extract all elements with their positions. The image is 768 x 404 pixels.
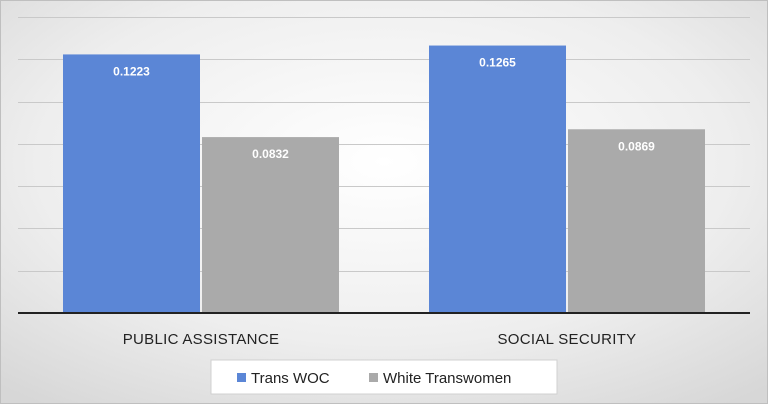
x-tick-label: SOCIAL SECURITY [498,331,637,348]
x-tick-labels: PUBLIC ASSISTANCE SOCIAL SECURITY [123,331,637,348]
legend-label: White Transwomen [383,370,511,387]
data-label: 0.0869 [618,139,655,153]
data-label: 0.0832 [252,147,289,161]
legend: Trans WOC White Transwomen [210,359,558,395]
legend-label: Trans WOC [251,370,330,387]
bar-white-transwomen-2 [568,129,705,313]
data-label: 0.1265 [479,56,516,70]
bars [63,45,705,314]
x-tick-label: PUBLIC ASSISTANCE [123,331,280,348]
bar-trans-woc-2 [429,45,566,314]
bar-white-transwomen-1 [202,137,339,313]
legend-swatch [237,373,246,382]
legend-box [210,359,558,395]
legend-swatch [369,373,378,382]
data-labels: 0.1223 0.0832 0.1265 0.0869 [113,56,655,162]
data-label: 0.1223 [113,64,150,78]
bar-trans-woc-1 [63,54,200,314]
